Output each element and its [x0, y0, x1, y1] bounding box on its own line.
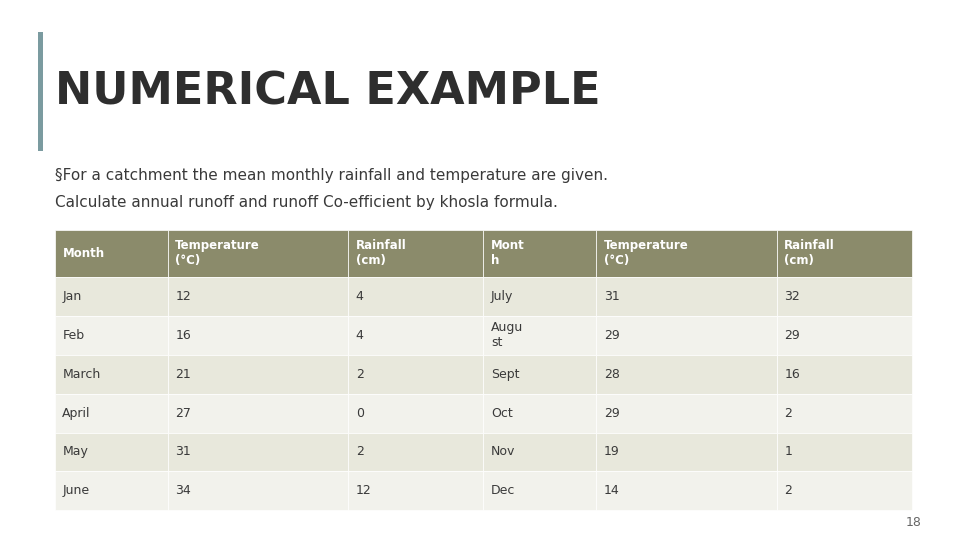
Text: 34: 34 [175, 484, 191, 497]
Text: May: May [62, 446, 88, 458]
Text: Feb: Feb [62, 329, 84, 342]
Text: July: July [491, 290, 514, 303]
Text: 32: 32 [784, 290, 800, 303]
Text: 29: 29 [784, 329, 800, 342]
Text: 2: 2 [784, 407, 792, 420]
Text: 14: 14 [604, 484, 619, 497]
Text: NUMERICAL EXAMPLE: NUMERICAL EXAMPLE [55, 70, 600, 113]
Text: 18: 18 [905, 516, 922, 529]
Text: Rainfall
(cm): Rainfall (cm) [784, 239, 835, 267]
Text: Mont
h: Mont h [491, 239, 525, 267]
Text: 2: 2 [355, 368, 364, 381]
Text: 12: 12 [175, 290, 191, 303]
Text: Rainfall
(cm): Rainfall (cm) [355, 239, 406, 267]
Text: Dec: Dec [491, 484, 516, 497]
Text: 1: 1 [784, 446, 792, 458]
Text: 0: 0 [355, 407, 364, 420]
Text: Nov: Nov [491, 446, 516, 458]
Text: Oct: Oct [491, 407, 513, 420]
Text: 19: 19 [604, 446, 619, 458]
Text: 27: 27 [175, 407, 191, 420]
Text: 2: 2 [784, 484, 792, 497]
Text: 2: 2 [355, 446, 364, 458]
Text: 31: 31 [604, 290, 619, 303]
Text: 4: 4 [355, 290, 364, 303]
Text: 4: 4 [355, 329, 364, 342]
Text: Sept: Sept [491, 368, 519, 381]
Text: 29: 29 [604, 329, 619, 342]
Text: 31: 31 [175, 446, 191, 458]
Text: Temperature
(°C): Temperature (°C) [175, 239, 260, 267]
Text: 16: 16 [175, 329, 191, 342]
Text: Augu
st: Augu st [491, 321, 523, 349]
Text: March: March [62, 368, 101, 381]
Text: April: April [62, 407, 91, 420]
Text: Temperature
(°C): Temperature (°C) [604, 239, 688, 267]
Text: 29: 29 [604, 407, 619, 420]
Text: 28: 28 [604, 368, 620, 381]
Text: §For a catchment the mean monthly rainfall and temperature are given.: §For a catchment the mean monthly rainfa… [55, 168, 608, 183]
Text: 12: 12 [355, 484, 372, 497]
Text: June: June [62, 484, 89, 497]
Text: 16: 16 [784, 368, 800, 381]
Text: Jan: Jan [62, 290, 82, 303]
Text: 21: 21 [175, 368, 191, 381]
Text: Month: Month [62, 247, 105, 260]
Text: Calculate annual runoff and runoff Co-efficient by khosla formula.: Calculate annual runoff and runoff Co-ef… [55, 195, 558, 210]
